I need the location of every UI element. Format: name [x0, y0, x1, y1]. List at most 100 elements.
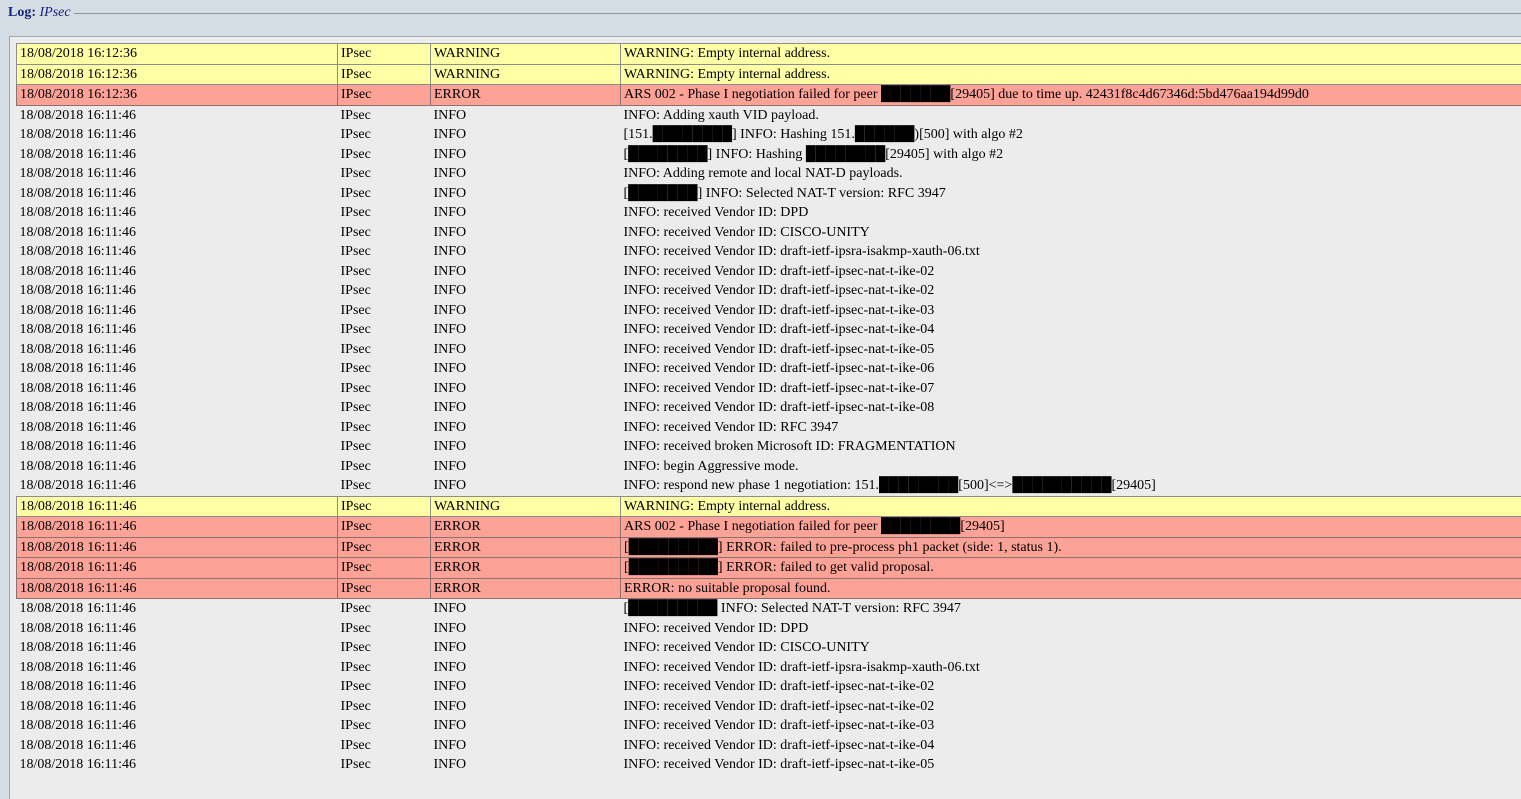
log-message-cell: ARS 002 - Phase I negotiation failed for… [621, 517, 1521, 538]
log-source-cell: IPsec [338, 437, 431, 457]
log-message-cell: WARNING: Empty internal address. [621, 64, 1521, 85]
log-message-cell: INFO: Adding remote and local NAT-D payl… [621, 164, 1521, 184]
log-message-cell: INFO: received Vendor ID: DPD [621, 203, 1521, 223]
log-level-cell: INFO [431, 262, 621, 282]
log-level-cell: INFO [431, 359, 621, 379]
log-time-cell: 18/08/2018 16:11:46 [17, 223, 338, 243]
log-source-cell: IPsec [338, 755, 431, 775]
log-fieldset-header: Log: IPsec [0, 0, 1521, 36]
log-source-cell: IPsec [338, 619, 431, 639]
log-time-cell: 18/08/2018 16:11:46 [17, 164, 338, 184]
log-source-cell: IPsec [338, 85, 431, 106]
log-source-cell: IPsec [338, 496, 431, 517]
log-level-cell: ERROR [431, 537, 621, 558]
log-source-cell: IPsec [338, 537, 431, 558]
log-time-cell: 18/08/2018 16:11:46 [17, 517, 338, 538]
log-message-cell: INFO: received Vendor ID: draft-ietf-ips… [621, 359, 1521, 379]
log-time-cell: 18/08/2018 16:12:36 [17, 64, 338, 85]
log-source-cell: IPsec [338, 418, 431, 438]
log-message-cell: INFO: received Vendor ID: draft-ietf-ips… [621, 716, 1521, 736]
log-level-cell: INFO [431, 379, 621, 399]
log-source-cell: IPsec [338, 736, 431, 756]
log-title: Log: IPsec [8, 5, 73, 21]
log-source-cell: IPsec [338, 677, 431, 697]
log-message-cell: [█████████] ERROR: failed to pre-process… [621, 537, 1521, 558]
log-source-cell: IPsec [338, 105, 431, 125]
log-source-cell: IPsec [338, 281, 431, 301]
log-level-cell: INFO [431, 697, 621, 717]
log-time-cell: 18/08/2018 16:12:36 [17, 44, 338, 65]
log-level-cell: INFO [431, 203, 621, 223]
log-time-cell: 18/08/2018 16:11:46 [17, 736, 338, 756]
log-source-cell: IPsec [338, 658, 431, 678]
log-source-cell: IPsec [338, 558, 431, 579]
log-level-cell: ERROR [431, 85, 621, 106]
log-title-prefix: Log: [8, 5, 36, 20]
log-message-cell: INFO: received Vendor ID: draft-ietf-ips… [621, 755, 1521, 775]
log-source-cell: IPsec [338, 697, 431, 717]
log-source-cell: IPsec [338, 145, 431, 165]
log-time-cell: 18/08/2018 16:11:46 [17, 697, 338, 717]
log-level-cell: INFO [431, 398, 621, 418]
log-message-cell: [151.████████] INFO: Hashing 151.██████)… [621, 125, 1521, 145]
log-message-cell: INFO: received Vendor ID: RFC 3947 [621, 418, 1521, 438]
log-time-cell: 18/08/2018 16:11:46 [17, 125, 338, 145]
log-time-cell: 18/08/2018 16:11:46 [17, 496, 338, 517]
log-time-cell: 18/08/2018 16:11:46 [17, 437, 338, 457]
log-level-cell: INFO [431, 638, 621, 658]
log-message-cell: INFO: received Vendor ID: CISCO-UNITY [621, 638, 1521, 658]
log-time-cell: 18/08/2018 16:11:46 [17, 558, 338, 579]
log-time-cell: 18/08/2018 16:11:46 [17, 537, 338, 558]
log-source-cell: IPsec [338, 44, 431, 65]
log-message-cell: INFO: received broken Microsoft ID: FRAG… [621, 437, 1521, 457]
log-message-cell: [█████████] ERROR: failed to get valid p… [621, 558, 1521, 579]
log-message-cell: INFO: received Vendor ID: draft-ietf-ips… [621, 736, 1521, 756]
log-level-cell: INFO [431, 599, 621, 619]
log-message-cell: INFO: received Vendor ID: draft-ietf-ips… [621, 262, 1521, 282]
log-level-cell: INFO [431, 320, 621, 340]
log-level-cell: INFO [431, 716, 621, 736]
log-source-cell: IPsec [338, 203, 431, 223]
log-time-cell: 18/08/2018 16:11:46 [17, 457, 338, 477]
log-time-cell: 18/08/2018 16:11:46 [17, 301, 338, 321]
